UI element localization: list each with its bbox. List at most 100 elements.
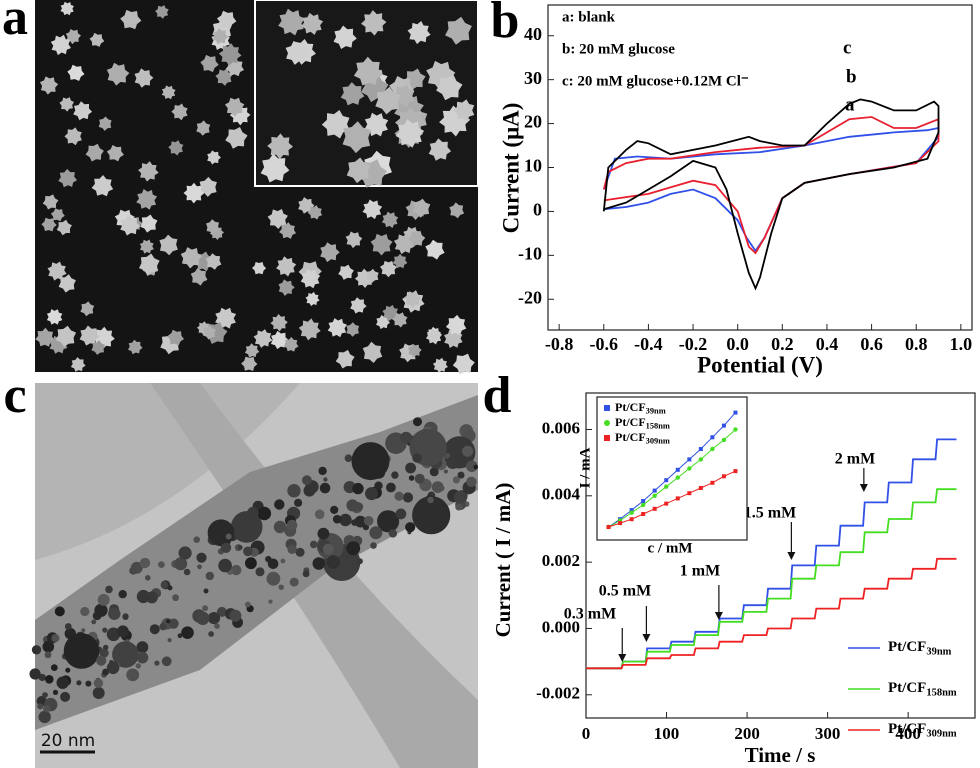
particle [167,585,173,591]
legend-name: Pt/CF [615,415,646,429]
particle [60,1,74,16]
particle [350,297,367,314]
legend-label: Pt/CF158nm [888,680,957,698]
particle [112,641,139,668]
curve-label: b [846,66,857,87]
particle [392,253,408,269]
particle [346,541,361,556]
particle [400,431,412,444]
arrow-head [714,612,723,620]
particle [42,640,55,653]
particle [381,211,399,228]
point [675,475,680,480]
particle [196,611,210,625]
annotation: b: 20 mM glucose [562,41,675,57]
particle [361,10,387,36]
particle [196,120,211,136]
particle [252,262,267,275]
particle [425,239,445,260]
particle [183,182,205,204]
particle [59,97,74,112]
point [675,496,680,501]
particle [301,12,324,35]
particle [172,594,180,602]
particle [237,545,243,550]
particle [103,644,109,651]
legend-subscript: 39nm [646,407,666,416]
particle [139,557,151,569]
panel-label: a [2,0,28,46]
particle [253,329,273,348]
particle [245,557,257,570]
particle [243,546,253,557]
x-tick-label: -0.4 [634,334,663,354]
particle [174,557,188,571]
particle [432,357,448,373]
particle [118,590,127,599]
point [664,484,669,489]
particle [145,575,151,581]
particle [50,208,65,222]
particle [452,476,460,484]
legend-subscript: 309nm [646,437,670,446]
point [629,508,634,513]
y-axis-label: Current (μA) [498,103,523,234]
particle [202,325,216,340]
particle [38,673,46,682]
point [698,457,704,462]
particle [289,577,299,587]
point [687,491,692,496]
point [721,474,726,479]
particle [274,499,285,510]
particle [80,606,90,617]
particle [134,68,154,88]
annotation: a: blank [562,9,616,25]
point [652,488,657,493]
particle [374,481,383,490]
particle [183,568,191,576]
x-tick-label: 0 [582,724,591,743]
particle [158,561,165,568]
particle [322,543,334,555]
y-axis-label: Current ( I / mA) [491,483,515,638]
particle [106,627,121,642]
point [733,410,738,415]
particle [180,247,203,269]
point [698,486,703,490]
particle [412,198,431,218]
data-line [586,557,957,670]
particle [408,343,422,358]
legend-subscript: 309nm [926,729,957,740]
particle [394,491,404,501]
particle [388,529,398,538]
point [664,501,669,506]
particle [268,599,273,604]
particle [412,496,451,535]
particle [54,606,65,617]
particle [171,103,188,121]
point [629,517,634,522]
particle [395,508,407,520]
x-axis-label: c / mM [648,540,693,556]
point [687,457,692,462]
panel-label: d [483,367,512,424]
legend-swatch [604,405,610,411]
annotation: 1 mM [680,563,720,580]
particle [462,445,474,457]
particle [136,641,149,654]
particle [56,676,69,689]
particle [305,291,320,307]
y-tick-label: 0.002 [542,551,580,570]
particle [307,205,323,220]
particle [212,28,229,45]
legend-label: Pt/CF309nm [615,430,670,446]
particle [257,506,272,521]
x-tick-label: -0.2 [679,334,708,354]
particle [166,619,171,624]
y-axis-label: I / mA [577,447,593,488]
particle [37,703,44,710]
particle [91,175,114,197]
legend-subscript: 158nm [926,688,957,699]
particle [353,56,384,86]
point [710,480,715,485]
